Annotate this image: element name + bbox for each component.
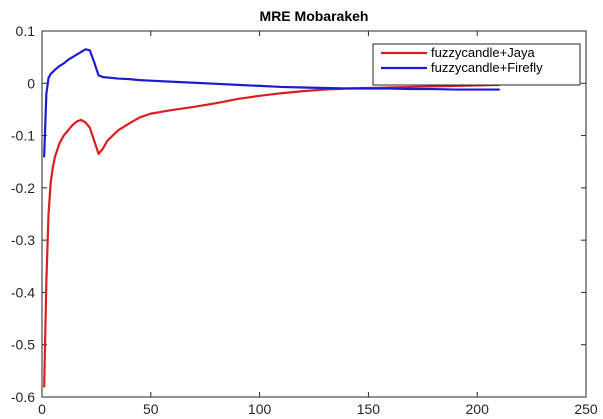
- x-axis-tick-label: 0: [38, 401, 46, 417]
- series-line-2: [43, 48, 501, 158]
- y-axis-tick-label: -0.3: [11, 232, 35, 248]
- y-axis-tick-label: -0.1: [11, 128, 35, 144]
- series-layer: [43, 48, 501, 388]
- y-axis-tick-label: -0.6: [11, 389, 35, 405]
- x-axis-tick-label: 200: [466, 401, 490, 417]
- y-axis-tick-label: 0: [27, 75, 35, 91]
- chart-title: MRE Mobarakeh: [260, 8, 369, 24]
- legend-label-2: fuzzycandle+Firefly: [431, 60, 543, 75]
- x-axis-tick-label: 250: [574, 401, 598, 417]
- y-axis-tick-label: -0.5: [11, 337, 35, 353]
- x-axis-tick-label: 50: [143, 401, 159, 417]
- y-axis-tick-label: -0.4: [11, 284, 35, 300]
- legend-label-1: fuzzycandle+Jaya: [431, 45, 535, 60]
- x-axis-tick-label: 100: [248, 401, 272, 417]
- axes-layer: 0 50 100 150 200 250 0.1 0 -0.1 -0.2 -0.3 -0.4 -0.5 -…: [11, 23, 598, 417]
- x-axis-tick-label: 150: [357, 401, 381, 417]
- y-axis-tick-label: -0.2: [11, 180, 35, 196]
- y-axis-tick-label: 0.1: [16, 23, 36, 39]
- plot-area: [41, 30, 587, 398]
- legend-box: [372, 43, 581, 86]
